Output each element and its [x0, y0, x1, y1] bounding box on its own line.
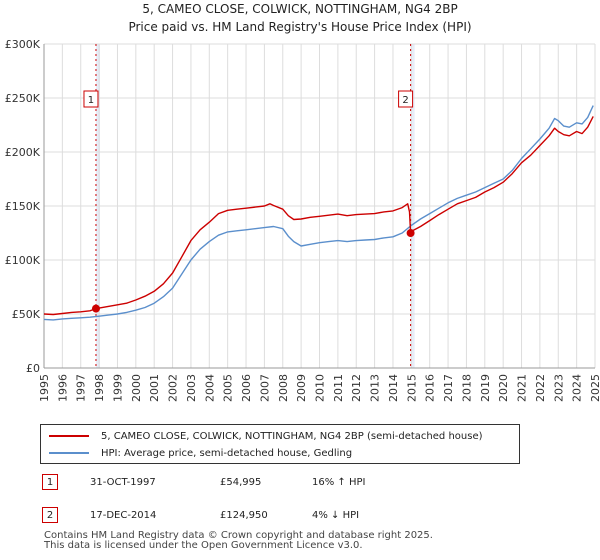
legend-item-hpi: HPI: Average price, semi-detached house,… — [49, 445, 352, 461]
x-tick-label: 2015 — [405, 374, 418, 402]
hpi-line — [43, 105, 594, 321]
x-tick-label: 2003 — [185, 374, 198, 402]
x-tick-label: 2024 — [571, 374, 584, 402]
x-tick-label: 2018 — [460, 374, 473, 402]
y-tick-label: £300K — [5, 38, 41, 51]
sale-label-text: 1 — [88, 95, 94, 106]
x-tick-label: 2014 — [387, 374, 400, 402]
legend-swatch-hpi — [49, 452, 89, 454]
sale-point — [406, 229, 415, 238]
legend-swatch-property — [49, 435, 89, 437]
price-chart: £0 £50K £100K £150K £200K £250K £300K 1995 1996 1… — [5, 38, 600, 402]
x-tick-label: 2008 — [277, 374, 290, 402]
x-tick-label: 2019 — [479, 374, 492, 402]
x-tick-label: 2022 — [534, 374, 547, 402]
sale-price: £54,995 — [220, 476, 262, 488]
y-tick-label: £50K — [12, 308, 41, 321]
sale-number-badge: 2 — [42, 507, 58, 523]
x-tick-label: 2013 — [369, 374, 382, 402]
chart-title: 5, CAMEO CLOSE, COLWICK, NOTTINGHAM, NG4… — [142, 2, 458, 16]
x-tick-label: 2001 — [148, 374, 161, 402]
x-tick-label: 2000 — [130, 374, 143, 402]
x-tick-label: 1997 — [75, 374, 88, 402]
footer: Contains HM Land Registry data © Crown c… — [44, 531, 433, 551]
x-tick-label: 1998 — [93, 374, 106, 402]
x-tick-label: 2023 — [552, 374, 565, 402]
legend-item-property: 5, CAMEO CLOSE, COLWICK, NOTTINGHAM, NG4… — [49, 428, 483, 444]
sale-date: 17-DEC-2014 — [90, 509, 157, 521]
x-tick-label: 1999 — [111, 374, 124, 402]
x-tick-label: 2016 — [424, 374, 437, 402]
x-tick-label: 2010 — [314, 374, 327, 402]
x-tick-label: 2017 — [442, 374, 455, 402]
x-tick-label: 2007 — [258, 374, 271, 402]
legend-label-property: 5, CAMEO CLOSE, COLWICK, NOTTINGHAM, NG4… — [101, 430, 483, 442]
sale-hpi-diff: 4% ↓ HPI — [312, 509, 360, 521]
chart-legend: 5, CAMEO CLOSE, COLWICK, NOTTINGHAM, NG4… — [40, 424, 520, 464]
legend-label-hpi: HPI: Average price, semi-detached house,… — [101, 447, 353, 459]
x-tick-label: 2020 — [497, 374, 510, 402]
y-tick-label: £250K — [5, 92, 41, 105]
sale-price: £124,950 — [220, 509, 268, 521]
chart-subtitle: Price paid vs. HM Land Registry's House … — [128, 20, 472, 34]
sale-label-box — [83, 90, 99, 108]
x-tick-label: 2005 — [222, 374, 235, 402]
table-row: 1 31-OCT-1997 £54,995 16% ↑ HPI — [42, 473, 542, 491]
y-tick-label: £0 — [26, 362, 40, 375]
x-tick-label: 2012 — [350, 374, 363, 402]
x-tick-label: 1995 — [38, 374, 51, 402]
footer-licence: This data is licensed under the Open Gov… — [44, 540, 363, 551]
x-tick-label: 2011 — [332, 374, 345, 402]
sale-number-badge: 1 — [42, 474, 58, 490]
y-tick-label: £100K — [5, 254, 41, 267]
sale-label-text: 2 — [402, 95, 408, 106]
footer-copyright: Contains HM Land Registry data © Crown c… — [44, 530, 433, 541]
x-tick-label: 1996 — [56, 374, 69, 402]
y-tick-label: £150K — [5, 200, 41, 213]
x-tick-label: 2004 — [203, 374, 216, 402]
x-tick-label: 2009 — [295, 374, 308, 402]
x-tick-label: 2002 — [167, 374, 180, 402]
x-tick-label: 2021 — [516, 374, 529, 402]
x-tick-label: 2006 — [240, 374, 253, 402]
sale-label-box — [398, 90, 414, 108]
sale-date: 31-OCT-1997 — [90, 476, 156, 488]
sale-point — [91, 304, 100, 313]
property-price-line — [43, 116, 594, 316]
y-tick-label: £200K — [5, 146, 41, 159]
sale-hpi-diff: 16% ↑ HPI — [312, 476, 366, 488]
table-row: 2 17-DEC-2014 £124,950 4% ↓ HPI — [42, 506, 542, 524]
x-tick-label: 2025 — [589, 374, 600, 402]
